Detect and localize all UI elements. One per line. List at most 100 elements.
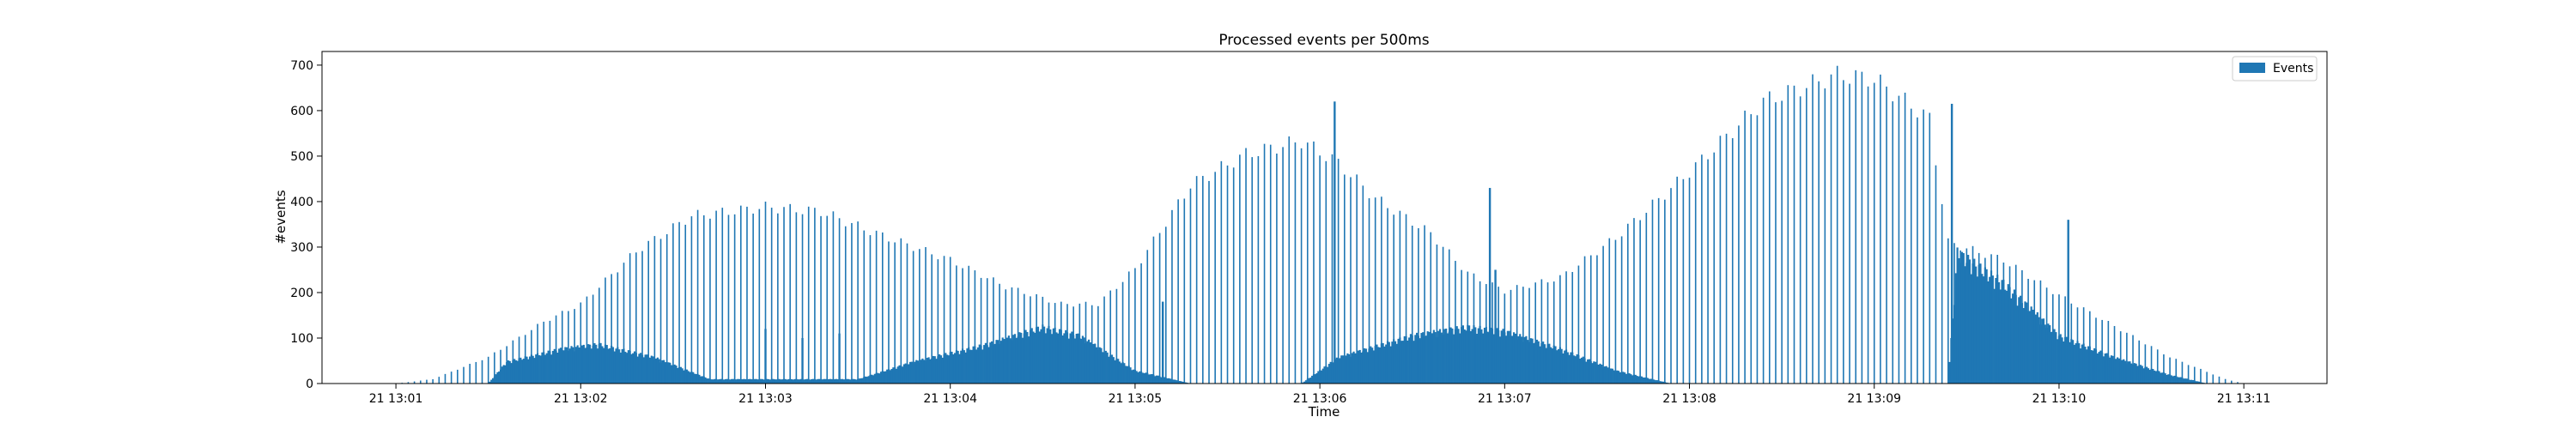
- bar-upper: [857, 221, 859, 384]
- bar-lower: [972, 346, 975, 384]
- bar-lower: [1009, 338, 1012, 384]
- bar-upper: [463, 366, 465, 384]
- bar-lower: [1514, 333, 1516, 384]
- bar-lower: [1007, 335, 1010, 384]
- bar-lower: [963, 350, 965, 384]
- bar-upper: [894, 242, 896, 384]
- bar-upper: [1651, 199, 1654, 384]
- bar-lower: [970, 349, 973, 384]
- bar-lower: [1001, 337, 1004, 384]
- bar-lower: [574, 347, 578, 384]
- bar-lower: [2110, 355, 2113, 384]
- bar-lower: [642, 357, 645, 384]
- bar-lower: [861, 378, 864, 384]
- bar-lower: [1092, 343, 1095, 384]
- bar-upper: [617, 272, 619, 384]
- bar-lower: [656, 357, 659, 384]
- bar-upper: [1953, 243, 1955, 384]
- bar-lower: [1303, 381, 1306, 384]
- bar-upper: [665, 233, 668, 384]
- bar-upper: [758, 208, 761, 384]
- bar-lower: [1340, 355, 1343, 384]
- bar-upper: [1571, 272, 1574, 384]
- bar-upper: [1744, 110, 1746, 384]
- bar-lower: [908, 364, 910, 384]
- bar-upper: [1861, 71, 1863, 384]
- bar-lower: [714, 378, 716, 384]
- bar-lower: [2087, 346, 2090, 384]
- bar-lower: [1112, 357, 1115, 384]
- bar-lower: [858, 378, 860, 384]
- bar-lower: [772, 378, 775, 384]
- bar-lower: [1308, 378, 1310, 384]
- bar-lower: [1483, 328, 1486, 384]
- bar-upper: [2070, 303, 2073, 384]
- legend-swatch: [2239, 63, 2265, 73]
- bar-upper: [1516, 285, 1518, 384]
- x-tick-label: 21 13:10: [2032, 392, 2087, 406]
- bar-lower: [1605, 366, 1607, 384]
- bar-upper: [715, 210, 717, 384]
- bar-lower: [655, 358, 658, 384]
- bar-upper: [721, 208, 724, 384]
- bar-lower: [1174, 379, 1176, 384]
- bar-upper: [524, 335, 526, 384]
- bar-lower: [1125, 366, 1127, 384]
- bar-lower: [873, 373, 876, 384]
- bar-lower: [1139, 371, 1141, 384]
- bar-lower: [1426, 331, 1429, 384]
- bar-lower: [2142, 368, 2145, 384]
- bar-upper: [1405, 214, 1407, 384]
- bar-upper: [1540, 279, 1543, 384]
- bar-upper: [561, 311, 563, 384]
- bar-upper: [500, 349, 501, 384]
- bar-spike: [1334, 101, 1336, 384]
- bar-lower: [1034, 332, 1036, 384]
- bar-lower: [663, 360, 665, 384]
- bar-lower: [2034, 314, 2038, 384]
- bar-upper: [1886, 86, 1887, 384]
- bar-lower: [1043, 326, 1046, 384]
- bar-lower: [652, 356, 654, 384]
- bar-lower: [1486, 331, 1489, 384]
- bar-upper: [1036, 293, 1037, 384]
- bar-lower: [2166, 374, 2168, 384]
- bar-lower: [762, 379, 765, 384]
- bar-lower: [1046, 328, 1048, 384]
- bar-upper: [2076, 307, 2079, 384]
- bar-lower: [1058, 329, 1061, 384]
- bar-lower: [978, 344, 981, 384]
- bar-upper: [1880, 74, 1881, 384]
- bar-lower: [854, 378, 856, 384]
- bar-upper: [1300, 148, 1303, 384]
- bar-upper: [1263, 143, 1266, 384]
- bar-upper: [494, 352, 495, 384]
- bar-lower: [2123, 360, 2127, 384]
- bar-upper: [2231, 380, 2233, 384]
- bar-lower: [1021, 337, 1024, 384]
- bar-upper: [2163, 354, 2165, 384]
- bar-upper: [1411, 226, 1413, 384]
- bar-lower: [1637, 376, 1640, 384]
- bar-lower: [1987, 281, 1990, 384]
- bar-upper: [1455, 261, 1456, 384]
- bar-lower: [2071, 340, 2075, 384]
- bar-lower: [781, 379, 784, 384]
- bar-upper: [2014, 264, 2017, 384]
- bar-lower: [2092, 350, 2094, 384]
- bar-lower: [1500, 330, 1503, 384]
- bar-upper: [1565, 271, 1567, 384]
- bar-lower: [1032, 331, 1035, 384]
- bar-lower: [710, 379, 713, 384]
- bar-lower: [1457, 329, 1460, 384]
- bar-upper: [1042, 296, 1044, 384]
- bar-lower: [519, 357, 522, 384]
- bar-lower: [1508, 330, 1510, 384]
- bar-lower: [1960, 251, 1964, 384]
- bar-lower: [889, 370, 891, 384]
- bar-lower: [1329, 361, 1332, 384]
- bar-upper: [1941, 203, 1943, 384]
- bar-lower: [2170, 375, 2172, 384]
- bar-lower: [1180, 381, 1182, 384]
- bar-lower: [991, 341, 993, 384]
